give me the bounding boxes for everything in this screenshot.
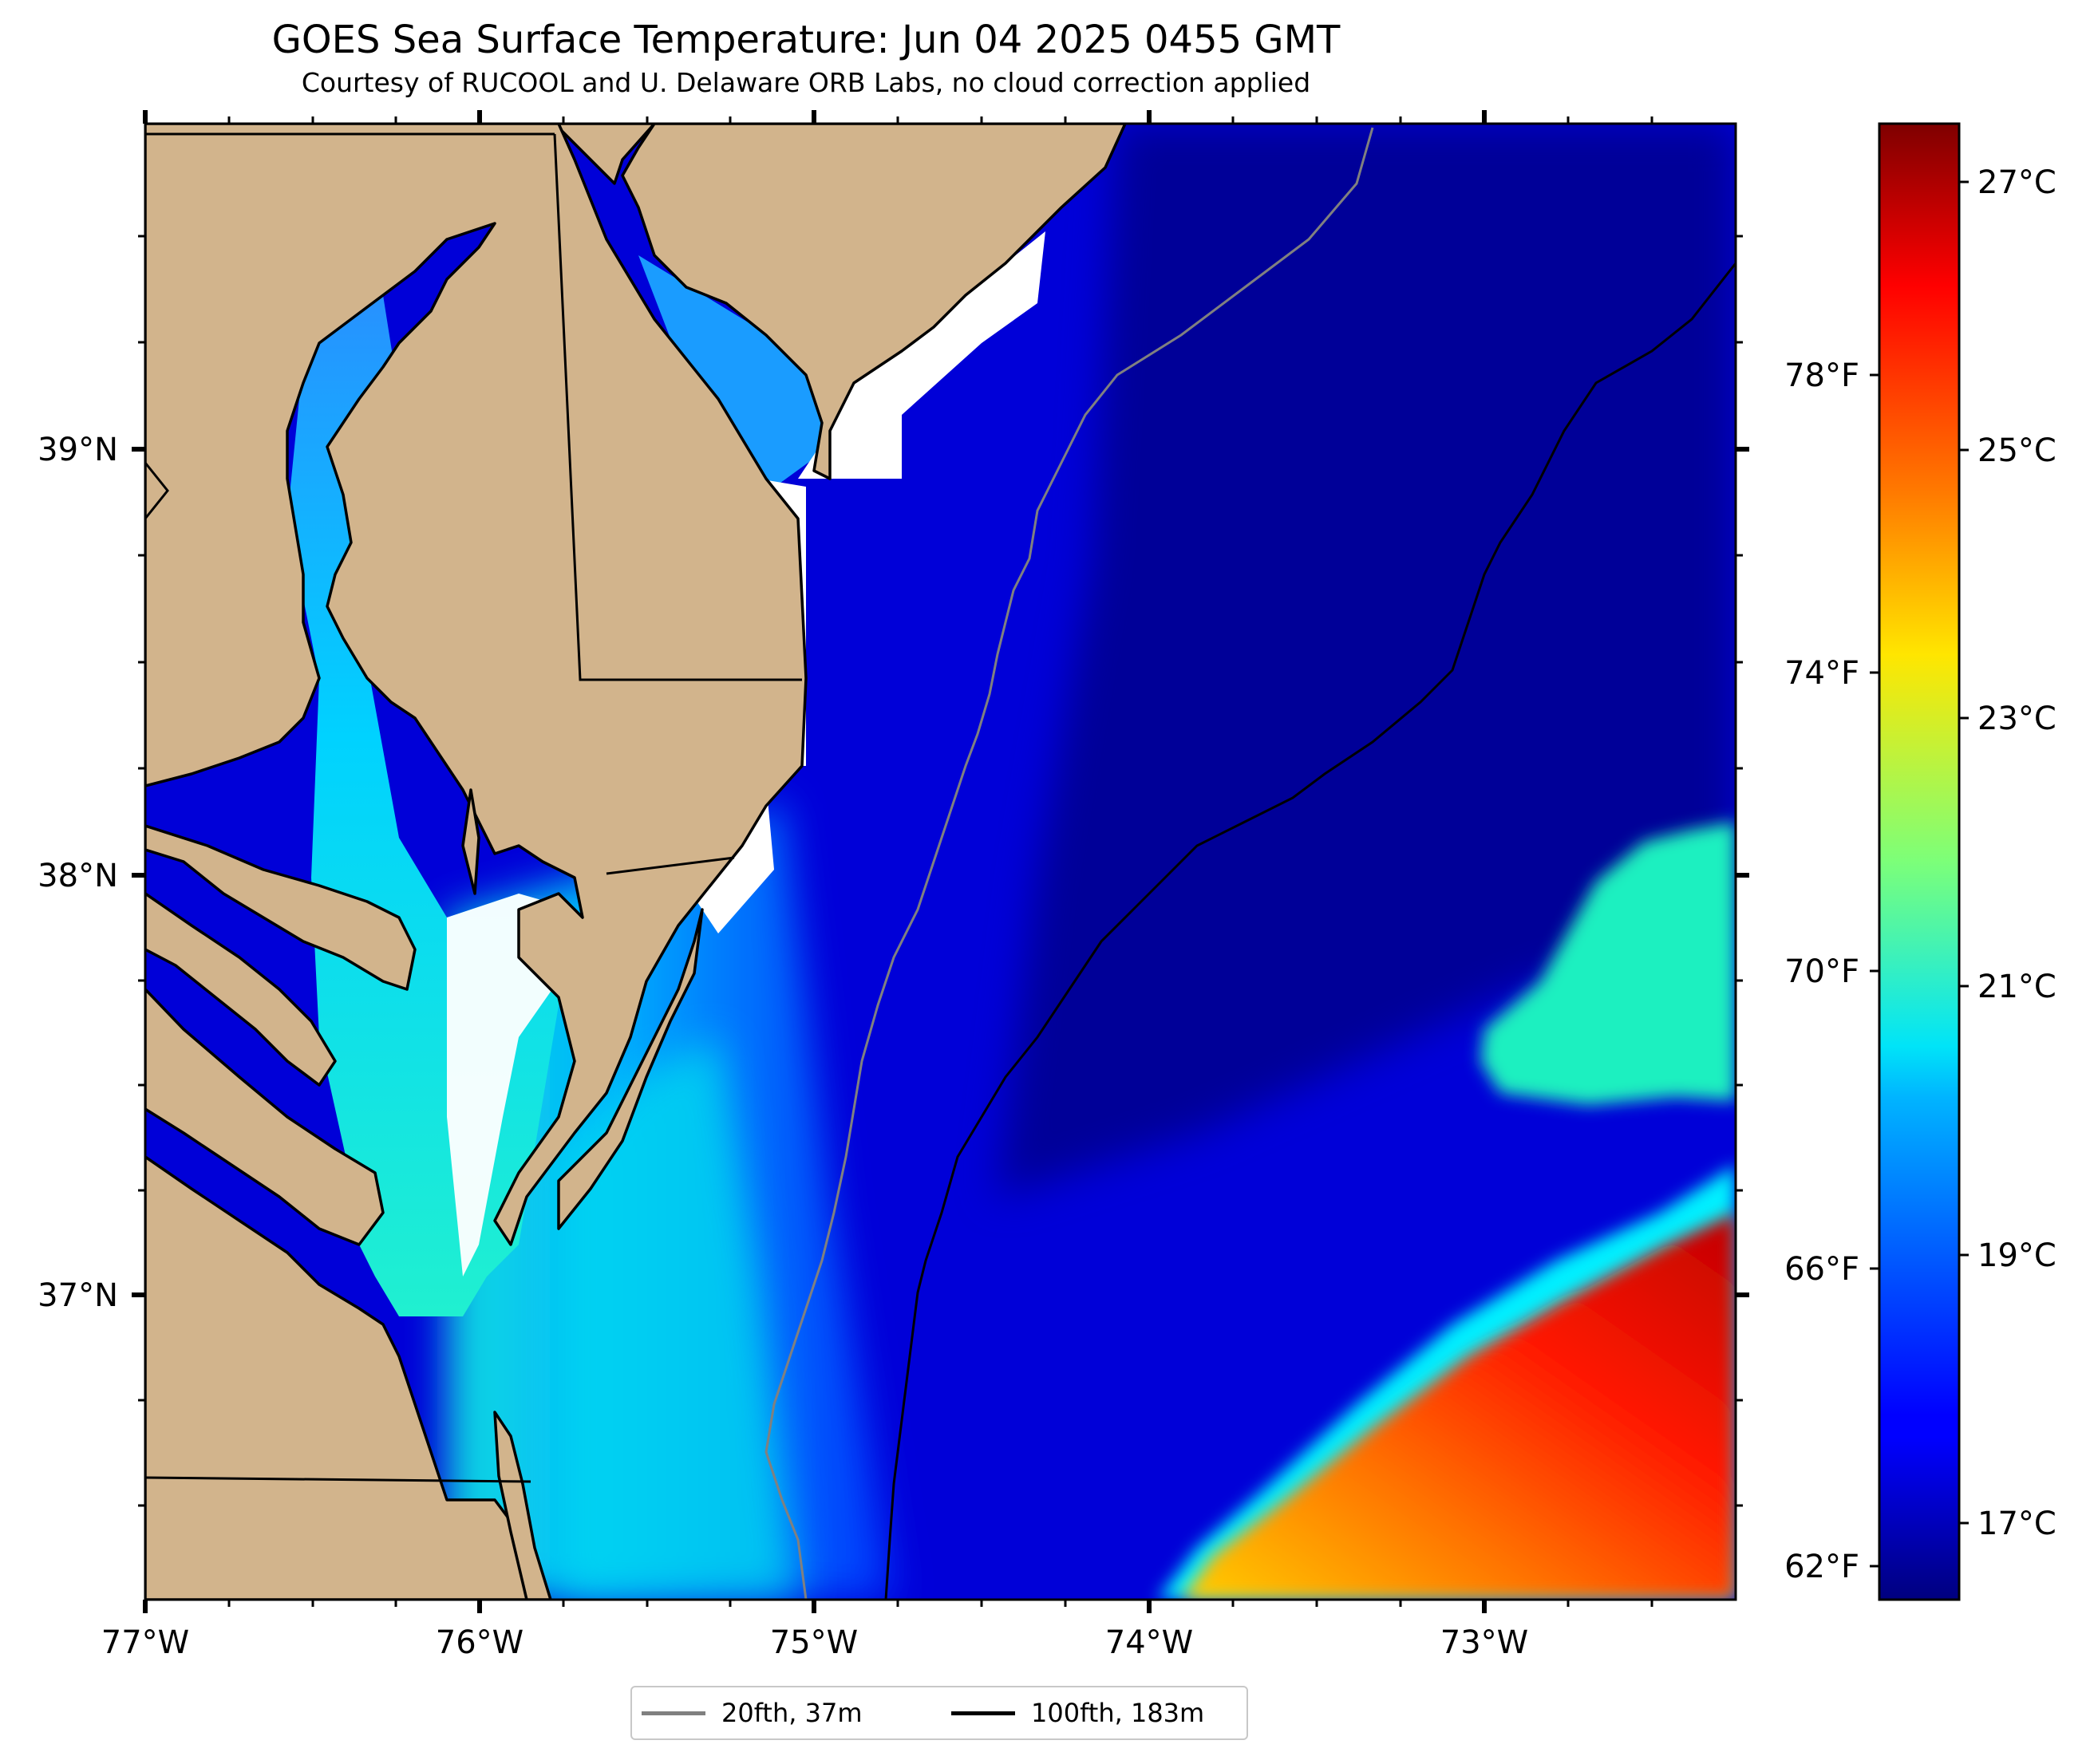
isobath-legend: 20fth, 37m 100fth, 183m [630, 1686, 1248, 1740]
land-masses [145, 124, 1127, 1600]
cold-offshore-water [998, 124, 1736, 1197]
map-area [145, 124, 1736, 1600]
lon-tick-label: 74°W [1105, 1624, 1193, 1661]
lat-tick-label: 39°N [38, 432, 118, 468]
colorbar-ticks [1870, 180, 1969, 1568]
fahrenheit-tick-label: 62°F [1784, 1549, 1859, 1585]
fahrenheit-tick-label: 66°F [1784, 1251, 1859, 1288]
lon-minor-ticks [227, 116, 1653, 1607]
no-data-patch-nj [798, 231, 1045, 479]
lon-tick-label: 73°W [1440, 1624, 1528, 1661]
celsius-tick-label: 25°C [1977, 432, 2056, 469]
legend-label-100fth: 100fth, 183m [1031, 1698, 1205, 1728]
lat-tick-label: 38°N [38, 858, 118, 894]
fahrenheit-tick-label: 70°F [1784, 953, 1859, 990]
legend-label-20fth: 20fth, 37m [721, 1698, 863, 1728]
isobath-100fth [884, 262, 1736, 1600]
lat-minor-ticks [138, 235, 1743, 1507]
celsius-tick-label: 23°C [1977, 700, 2056, 737]
legend-line-20fth [642, 1711, 705, 1715]
celsius-tick-label: 17°C [1977, 1506, 2056, 1542]
map-subtitle: Courtesy of RUCOOL and U. Delaware ORB L… [301, 67, 1311, 98]
lon-tick-label: 76°W [436, 1624, 523, 1661]
celsius-tick-label: 19°C [1977, 1237, 2056, 1274]
lon-tick-label: 75°W [770, 1624, 858, 1661]
celsius-tick-label: 21°C [1977, 969, 2056, 1005]
legend-item-20fth: 20fth, 37m [642, 1687, 862, 1738]
celsius-tick-label: 27°C [1977, 164, 2056, 201]
warm-eddy-patch [1480, 822, 1736, 1105]
lon-tick-label: 77°W [101, 1624, 189, 1661]
isobath-20fth [764, 127, 1374, 1600]
fahrenheit-tick-label: 78°F [1784, 357, 1859, 394]
lon-major-ticks [143, 110, 1487, 1613]
fahrenheit-tick-label: 74°F [1784, 655, 1859, 692]
legend-item-100fth: 100fth, 183m [951, 1687, 1204, 1738]
map-frame [144, 122, 1737, 1601]
colorbar [1878, 122, 1961, 1601]
state-borders [145, 132, 802, 1483]
nearshore-teal-water [559, 1037, 798, 1600]
lat-tick-label: 37°N [38, 1277, 118, 1314]
legend-line-100fth [951, 1711, 1015, 1715]
gulf-stream-warm-water [1181, 1213, 1736, 1600]
map-title: GOES Sea Surface Temperature: Jun 04 202… [271, 18, 1341, 62]
lat-major-ticks [132, 447, 1749, 1297]
no-data-patch-bay [447, 894, 575, 1277]
